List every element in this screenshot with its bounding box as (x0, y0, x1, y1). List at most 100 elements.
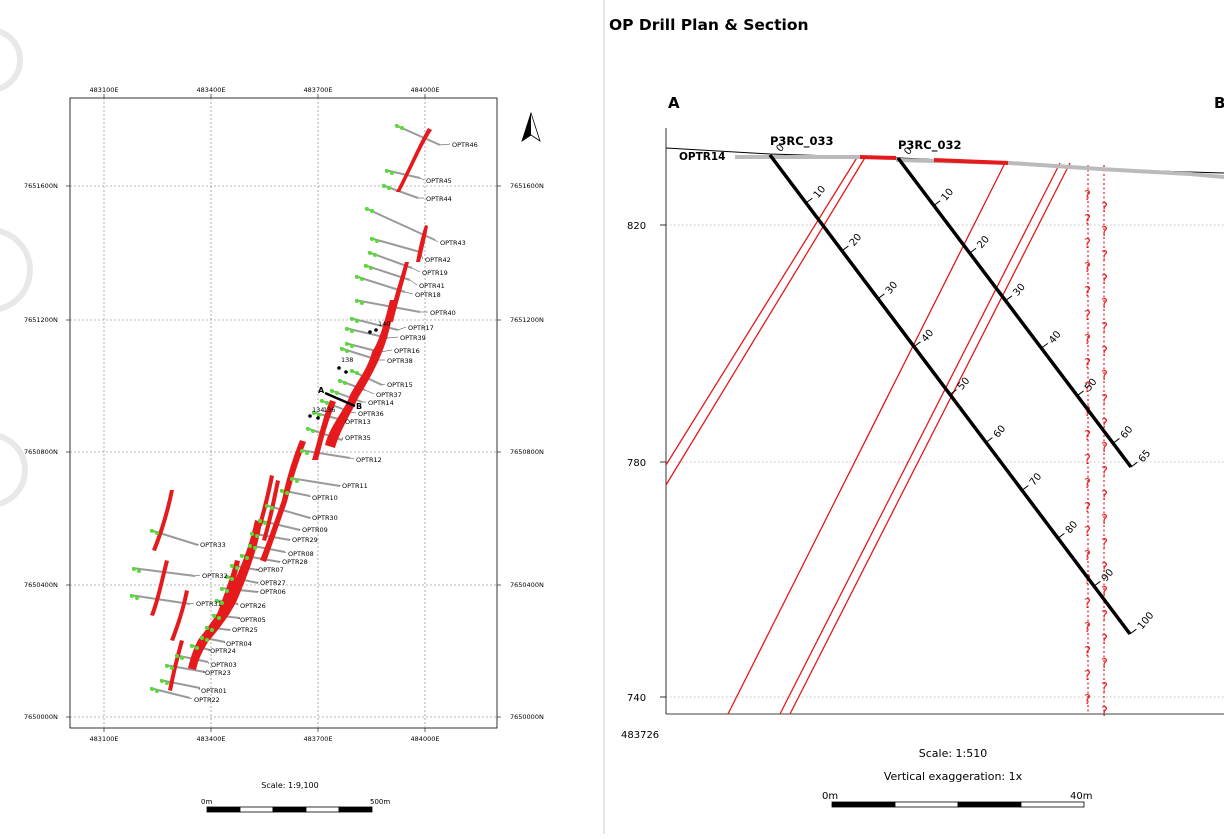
trench-label: OPTR23 (205, 669, 231, 677)
unknown-marker: ? (1101, 537, 1108, 552)
collar-dot (343, 381, 347, 385)
unknown-marker: ? (1101, 609, 1108, 624)
unknown-markers: ????????????????????????????????????????… (1084, 189, 1108, 720)
elevation-label: 780 (627, 458, 646, 469)
unknown-marker: ? (1101, 393, 1108, 408)
trench-label: OPTR27 (260, 579, 286, 587)
depth-tick (1005, 295, 1013, 302)
collar-dot (306, 427, 310, 431)
unknown-marker: ? (1101, 369, 1108, 384)
unknown-marker: ? (1101, 561, 1108, 576)
unknown-marker: ? (1084, 621, 1091, 636)
collar-dot (285, 491, 289, 495)
trench-label: OPTR45 (426, 177, 452, 185)
depth-label: 100 (1136, 610, 1157, 632)
collar-label: 136 (323, 406, 335, 414)
ore-body (170, 590, 189, 641)
depth-tick (1021, 485, 1029, 491)
drillhole-label: P3RC_032 (898, 138, 961, 153)
depth-tick (841, 245, 849, 252)
vertical-exaggeration: Vertical exaggeration: 1x (884, 770, 1023, 783)
collar-dot (137, 569, 141, 573)
panel-divider (603, 0, 605, 834)
label-leader (255, 568, 259, 571)
collar-dot (255, 534, 259, 538)
trench-label: OPTR16 (394, 347, 420, 355)
trench-label: OPTR38 (387, 357, 413, 365)
trench-label: OPTR05 (240, 616, 266, 624)
collar-dot (305, 451, 309, 455)
collar-dot (340, 347, 344, 351)
map-frame (69, 97, 498, 729)
trench-label: OPTR22 (194, 696, 220, 704)
elevation-label: 820 (627, 221, 646, 232)
collar-dot (365, 207, 369, 211)
collar-dot (360, 277, 364, 281)
ore-interval-surface (933, 158, 1009, 165)
collar-dot (350, 329, 354, 333)
trench-label: OPTR30 (312, 514, 338, 522)
easting-label-bottom: 483700E (304, 735, 333, 743)
unknown-marker: ? (1101, 633, 1108, 648)
collar-dot (355, 275, 359, 279)
section-end-b: B (1214, 94, 1224, 112)
trench-line (354, 299, 421, 313)
collar-dot (350, 317, 354, 321)
collar-dot (387, 186, 391, 190)
depth-tick (1057, 532, 1065, 539)
collar-label: 138 (341, 356, 353, 364)
trench-label: OPTR25 (232, 626, 258, 634)
collar-dot (311, 429, 315, 433)
plan-scale-bar (206, 806, 373, 813)
collar-dot (338, 379, 342, 383)
label-leader (387, 336, 399, 339)
label-leader (198, 687, 201, 691)
collar-dot (135, 596, 139, 600)
collar-dot (317, 413, 321, 417)
collar-dot (230, 564, 234, 568)
trench-labels: OPTR46 OPTR45 OPTR44 OPTR43 OPTR42 OPTR19 OPTR… (194, 141, 478, 704)
trench-label: OPTR19 (422, 269, 448, 277)
ore-body (312, 400, 336, 460)
unknown-marker: ? (1101, 321, 1108, 336)
label-leader (364, 389, 375, 395)
collar-dot (280, 489, 284, 493)
collar-dot (364, 264, 368, 268)
northing-label-right: 7650800N (510, 448, 544, 456)
label-leader (223, 641, 226, 644)
trench-label: OPTR18 (415, 291, 441, 299)
collar-dot (330, 389, 334, 393)
collar-dot (335, 391, 339, 395)
collar-dot (370, 237, 374, 241)
trench-line (129, 594, 191, 605)
label-leader (194, 574, 201, 577)
trench-label: OPTR36 (358, 410, 384, 418)
trench-label: OPTR28 (282, 558, 308, 566)
depth-tick (933, 200, 941, 206)
northing-label-left: 7650000N (24, 713, 58, 721)
page-title: OP Drill Plan & Section (609, 16, 809, 34)
collar-dot (300, 449, 304, 453)
depth-label: 70 (1028, 471, 1045, 488)
unknown-marker: ? (1084, 525, 1091, 540)
label-leader (404, 291, 414, 295)
unknown-marker: ? (1101, 417, 1108, 432)
trench-label: OPTR44 (426, 195, 452, 203)
label-leader (434, 239, 439, 243)
easting-label-top: 483700E (304, 86, 333, 94)
trench-label: OPTR06 (260, 588, 286, 596)
collar-dot (312, 411, 316, 415)
unknown-marker: ? (1101, 297, 1108, 312)
collar-dot (270, 506, 274, 510)
depth-tick (985, 437, 993, 443)
collar-dot (155, 531, 159, 535)
depth-label: 10 (940, 187, 957, 204)
ore-boundaries (665, 155, 1071, 715)
depth-label: 10 (812, 184, 829, 201)
label-leader (207, 661, 210, 665)
collar-dot (230, 577, 234, 581)
collar-dot (240, 554, 244, 558)
northing-label-left: 7651200N (24, 316, 58, 324)
easting-label-bottom: 484000E (411, 735, 440, 743)
unknown-marker: ? (1101, 249, 1108, 264)
